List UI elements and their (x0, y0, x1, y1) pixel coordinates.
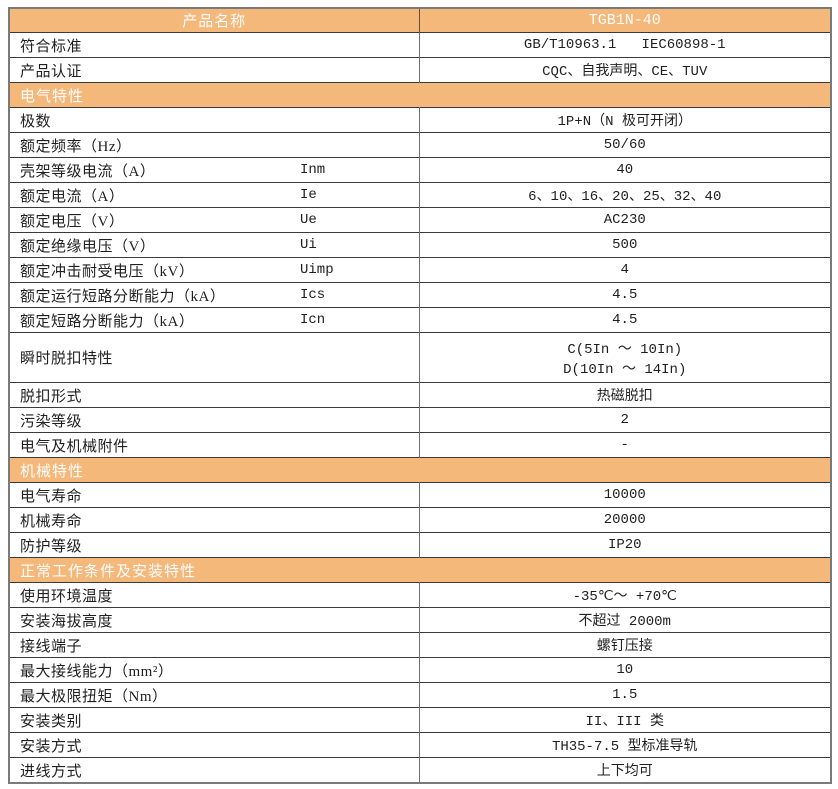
row-value: 4 (419, 257, 831, 283)
table-row: 安装类别 II、III 类 (9, 707, 831, 733)
row-value: 1.5 (419, 682, 831, 708)
row-label: 安装方式 (20, 738, 83, 755)
row-value: 热磁脱扣 (419, 382, 831, 408)
table-row: 瞬时脱扣特性 C(5In ～ 10In) D(10In ～ 14In) (9, 332, 831, 383)
row-label: 防护等级 (20, 538, 83, 555)
row-value: 1P+N（N 极可开闭） (419, 107, 831, 133)
row-label: 接线端子 (20, 638, 83, 655)
row-value: IP20 (419, 532, 831, 558)
row-label: 安装海拔高度 (20, 613, 114, 630)
row-value: II、III 类 (419, 707, 831, 733)
row-label: 进线方式 (20, 763, 83, 780)
row-label: 产品认证 (20, 63, 83, 80)
row-value: 10 (419, 657, 831, 683)
row-value: TH35-7.5 型标准导轨 (419, 732, 831, 758)
row-label: 额定冲击耐受电压（kV） (20, 263, 195, 280)
section-title-installation: 正常工作条件及安装特性 (9, 557, 831, 583)
row-symbol: Ue (300, 212, 317, 228)
row-label: 使用环境温度 (20, 588, 114, 605)
row-label: 脱扣形式 (20, 388, 83, 405)
row-value: 4.5 (419, 307, 831, 333)
row-label: 机械寿命 (20, 513, 83, 530)
row-label: 污染等级 (20, 413, 83, 430)
section-title-mechanical: 机械特性 (9, 457, 831, 483)
row-label: 符合标准 (20, 38, 83, 55)
row-label: 额定频率（Hz） (20, 138, 132, 155)
table-row: 额定电压（V） Ue AC230 (9, 207, 831, 233)
row-value: 4.5 (419, 282, 831, 308)
row-label: 最大接线能力（mm²） (20, 663, 174, 680)
table-row: 最大极限扭矩（Nm） 1.5 (9, 682, 831, 708)
table-row: 额定短路分断能力（kA） Icn 4.5 (9, 307, 831, 333)
row-label: 额定运行短路分断能力（kA） (20, 288, 226, 305)
row-label: 壳架等级电流（A） (20, 163, 156, 180)
row-label: 最大极限扭矩（Nm） (20, 688, 168, 705)
row-value: CQC、自我声明、CE、TUV (419, 57, 831, 83)
table-row: 机械寿命 20000 (9, 507, 831, 533)
row-symbol: Icn (300, 312, 326, 328)
row-value: AC230 (419, 207, 831, 233)
row-value: 500 (419, 232, 831, 258)
row-label: 额定短路分断能力（kA） (20, 313, 195, 330)
row-symbol: Ui (300, 237, 317, 253)
table-row: 污染等级 2 (9, 407, 831, 433)
table-row: 使用环境温度 -35℃～ +70℃ (9, 582, 831, 608)
row-symbol: Inm (300, 162, 326, 178)
table-row: 额定电流（A） Ie 6、10、16、20、25、32、40 (9, 182, 831, 208)
table-row: 进线方式 上下均可 (9, 757, 831, 783)
table-row: 接线端子 螺钉压接 (9, 632, 831, 658)
table-row: 壳架等级电流（A） Inm 40 (9, 157, 831, 183)
table-row: 额定冲击耐受电压（kV） Uimp 4 (9, 257, 831, 283)
product-model: TGB1N-40 (419, 7, 831, 33)
table-row: 极数 1P+N（N 极可开闭） (9, 107, 831, 133)
product-name-header: 产品名称 (9, 7, 420, 33)
row-label: 极数 (20, 113, 52, 130)
row-label: 额定电流（A） (20, 188, 125, 205)
row-value: 上下均可 (419, 757, 831, 783)
section-header-row: 电气特性 (9, 82, 831, 108)
row-label: 电气及机械附件 (20, 438, 129, 455)
table-row: 产品认证 CQC、自我声明、CE、TUV (9, 57, 831, 83)
row-value: 50/60 (419, 132, 831, 158)
table-row: 防护等级 IP20 (9, 532, 831, 558)
row-value: C(5In ～ 10In) D(10In ～ 14In) (419, 332, 831, 383)
row-value: - (419, 432, 831, 458)
table-row: 脱扣形式 热磁脱扣 (9, 382, 831, 408)
row-value: -35℃～ +70℃ (419, 582, 831, 608)
row-value: 2 (419, 407, 831, 433)
section-header-row: 正常工作条件及安装特性 (9, 557, 831, 583)
row-value: 40 (419, 157, 831, 183)
row-value: 10000 (419, 482, 831, 508)
row-symbol: Ics (300, 287, 326, 303)
product-spec-table: 产品名称 TGB1N-40 符合标准 GB/T10963.1 IEC60898-… (8, 7, 832, 784)
row-value: GB/T10963.1 IEC60898-1 (419, 32, 831, 58)
table-row: 电气寿命 10000 (9, 482, 831, 508)
row-value: 20000 (419, 507, 831, 533)
row-label: 额定绝缘电压（V） (20, 238, 156, 255)
table-row: 安装海拔高度 不超过 2000m (9, 607, 831, 633)
row-value: 不超过 2000m (419, 607, 831, 633)
row-label: 安装类别 (20, 713, 83, 730)
row-value: 6、10、16、20、25、32、40 (419, 182, 831, 208)
table-row: 最大接线能力（mm²） 10 (9, 657, 831, 683)
table-header-row: 产品名称 TGB1N-40 (9, 7, 831, 33)
row-value: 螺钉压接 (419, 632, 831, 658)
row-label: 瞬时脱扣特性 (20, 351, 114, 367)
table-row: 额定运行短路分断能力（kA） Ics 4.5 (9, 282, 831, 308)
table-row: 电气及机械附件 - (9, 432, 831, 458)
section-title-electrical: 电气特性 (9, 82, 831, 108)
table-row: 安装方式 TH35-7.5 型标准导轨 (9, 732, 831, 758)
row-label: 电气寿命 (20, 488, 83, 505)
row-symbol: Ie (300, 187, 317, 203)
section-header-row: 机械特性 (9, 457, 831, 483)
table-row: 符合标准 GB/T10963.1 IEC60898-1 (9, 32, 831, 58)
row-label: 额定电压（V） (20, 213, 125, 230)
table-row: 额定频率（Hz） 50/60 (9, 132, 831, 158)
table-row: 额定绝缘电压（V） Ui 500 (9, 232, 831, 258)
row-symbol: Uimp (300, 262, 334, 278)
